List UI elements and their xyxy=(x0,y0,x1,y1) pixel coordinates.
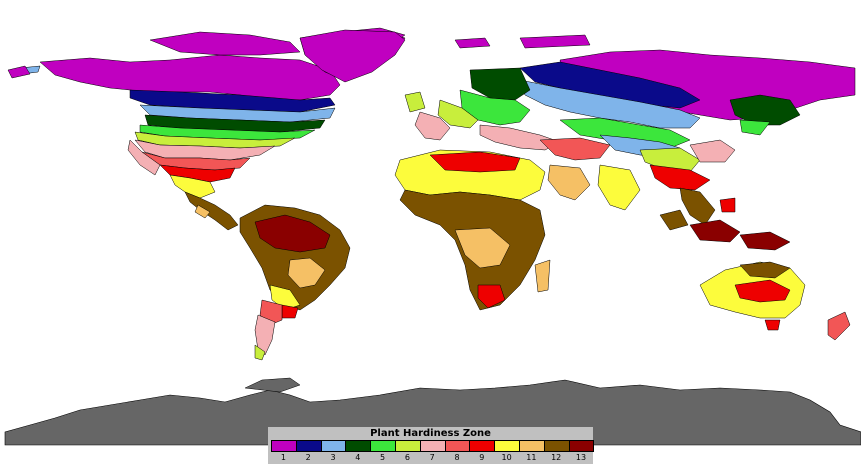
legend-swatch-zone-13 xyxy=(568,440,595,452)
map-legend: Plant Hardiness Zone 1 2 3 4 5 6 7 8 9 10 11 12 13 xyxy=(268,427,595,464)
legend-swatch-zone-6 xyxy=(395,440,421,452)
southeast-asia-islands xyxy=(659,197,791,251)
legend-label-zone-6: 6 xyxy=(404,453,410,462)
legend-title: Plant Hardiness Zone xyxy=(370,428,491,439)
south-america xyxy=(239,204,351,361)
greenland xyxy=(299,29,406,83)
legend-label-zone-10: 10 xyxy=(501,453,512,462)
africa xyxy=(394,149,551,311)
legend-label-zone-2: 2 xyxy=(305,453,311,462)
legend-swatches: 1 2 3 4 5 6 7 8 9 10 11 12 13 xyxy=(271,440,595,462)
legend-label-zone-1: 1 xyxy=(280,453,286,462)
legend-label-zone-11: 11 xyxy=(526,453,537,462)
legend-label-zone-8: 8 xyxy=(454,453,460,462)
legend-label-zone-3: 3 xyxy=(330,453,336,462)
legend-swatch-zone-12 xyxy=(543,440,570,452)
legend-swatch-zone-5 xyxy=(370,440,396,452)
legend-swatch-zone-8 xyxy=(444,440,471,452)
legend-label-zone-4: 4 xyxy=(355,453,361,462)
eurasia xyxy=(339,27,856,226)
legend-label-zone-12: 12 xyxy=(551,453,562,462)
legend-swatch-zone-4 xyxy=(345,440,372,452)
legend-swatch-zone-1 xyxy=(271,440,297,452)
legend-label-zone-9: 9 xyxy=(479,453,485,462)
legend-swatch-zone-7 xyxy=(419,440,446,452)
legend-label-zone-7: 7 xyxy=(429,453,435,462)
legend-label-zone-5: 5 xyxy=(380,453,386,462)
australia xyxy=(699,261,851,341)
legend-swatch-zone-10 xyxy=(494,440,520,452)
north-america xyxy=(7,29,406,231)
legend-label-zone-13: 13 xyxy=(575,453,587,462)
legend-swatch-zone-3 xyxy=(320,440,347,452)
legend-swatch-zone-9 xyxy=(469,440,496,452)
legend-swatch-zone-2 xyxy=(295,440,322,452)
legend-swatch-zone-11 xyxy=(519,440,545,452)
antarctica xyxy=(4,379,861,446)
